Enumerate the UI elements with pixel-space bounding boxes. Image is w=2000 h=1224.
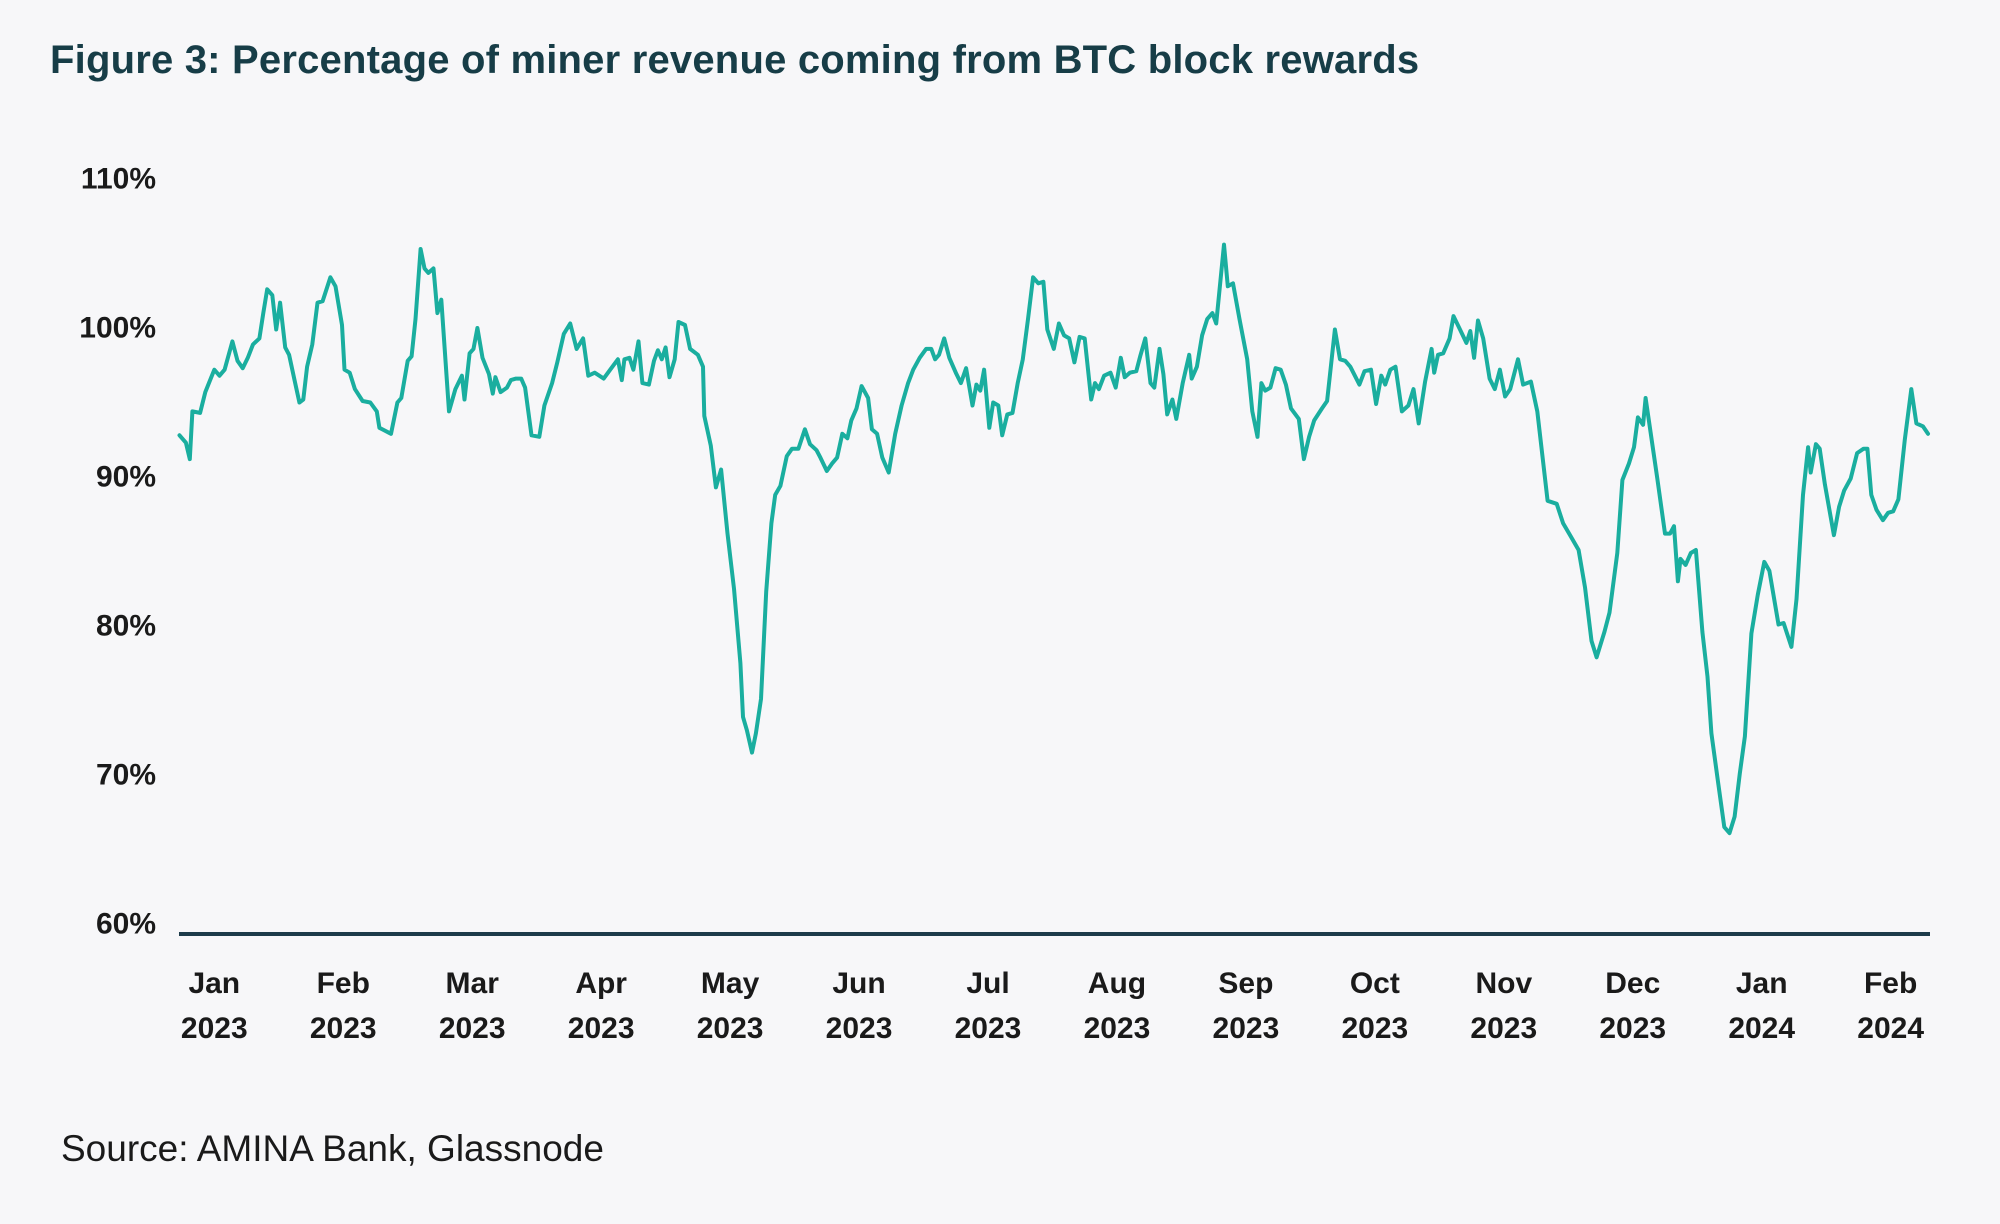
x-tick-year: 2023 bbox=[1599, 1012, 1666, 1045]
y-tick-label: 110% bbox=[81, 163, 156, 196]
y-axis-ticks: 60% 70% 80% 90% 100% 110% bbox=[79, 163, 156, 941]
x-tick-year: 2023 bbox=[439, 1012, 506, 1045]
x-tick-month: May bbox=[701, 967, 760, 1000]
x-tick-month: Jan bbox=[188, 967, 240, 1000]
y-tick-label: 100% bbox=[79, 312, 156, 345]
x-tick-month: Aug bbox=[1088, 967, 1146, 1000]
x-tick-month: Oct bbox=[1350, 967, 1400, 1000]
y-tick-label: 70% bbox=[96, 759, 156, 792]
x-tick-month: Jul bbox=[966, 967, 1009, 1000]
x-tick-year: 2023 bbox=[1341, 1012, 1408, 1045]
x-tick-year: 2024 bbox=[1857, 1012, 1924, 1045]
x-tick-year: 2023 bbox=[310, 1012, 377, 1045]
x-tick-month: Jun bbox=[832, 967, 885, 1000]
x-tick-month: Apr bbox=[575, 967, 627, 1000]
x-tick-year: 2024 bbox=[1728, 1012, 1795, 1045]
source-note: Source: AMINA Bank, Glassnode bbox=[61, 1128, 604, 1169]
x-tick-month: Mar bbox=[446, 967, 500, 1000]
x-tick-year: 2023 bbox=[1213, 1012, 1280, 1045]
x-tick-month: Feb bbox=[1864, 967, 1917, 1000]
x-tick-year: 2023 bbox=[826, 1012, 893, 1045]
series-line-block-reward-share bbox=[177, 242, 1930, 836]
y-tick-label: 80% bbox=[96, 610, 156, 643]
x-tick-year: 2023 bbox=[181, 1012, 248, 1045]
chart-title: Figure 3: Percentage of miner revenue co… bbox=[50, 38, 1420, 82]
y-tick-label: 60% bbox=[96, 908, 156, 941]
x-axis-ticks: Jan 2023 Feb 2023 Mar 2023 Apr 2023 May 2023 Jun 20… bbox=[181, 967, 1924, 1045]
x-tick-year: 2023 bbox=[697, 1012, 764, 1045]
x-tick-year: 2023 bbox=[1470, 1012, 1537, 1045]
x-tick-month: Nov bbox=[1475, 967, 1532, 1000]
x-tick-month: Dec bbox=[1605, 967, 1660, 1000]
series-points bbox=[179, 244, 1929, 834]
x-tick-year: 2023 bbox=[955, 1012, 1022, 1045]
x-tick-month: Jan bbox=[1736, 967, 1788, 1000]
y-tick-label: 90% bbox=[96, 461, 156, 494]
x-tick-year: 2023 bbox=[568, 1012, 635, 1045]
x-tick-month: Feb bbox=[317, 967, 370, 1000]
x-tick-month: Sep bbox=[1218, 967, 1273, 1000]
x-tick-year: 2023 bbox=[1084, 1012, 1151, 1045]
